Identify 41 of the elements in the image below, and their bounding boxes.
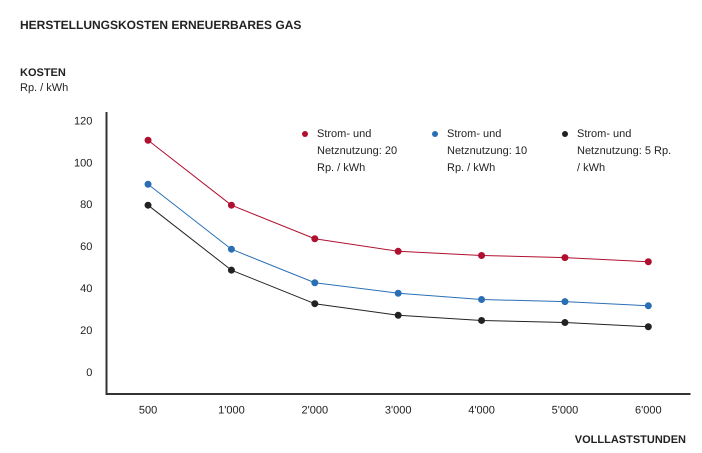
y-tick-label: 80 bbox=[80, 199, 92, 212]
point bbox=[478, 252, 486, 259]
point bbox=[644, 258, 652, 266]
chart-title: HERSTELLUNGSKOSTEN ERNEUERBARES GAS bbox=[20, 18, 302, 32]
point bbox=[311, 279, 318, 286]
point bbox=[644, 323, 652, 330]
y-tick-label: 40 bbox=[80, 283, 92, 296]
point bbox=[228, 266, 235, 274]
x-tick-label: 4'000 bbox=[468, 404, 495, 416]
point bbox=[644, 302, 652, 310]
y-tick-label: 20 bbox=[80, 324, 92, 337]
x-tick-label: 6'000 bbox=[635, 404, 662, 416]
x-tick-label: 2'000 bbox=[302, 404, 328, 416]
x-tick-label: 5'000 bbox=[552, 404, 578, 416]
legend-label: Strom- und Netznutzung: 20 Rp. / kWh bbox=[317, 127, 398, 176]
point bbox=[228, 202, 235, 209]
point bbox=[561, 298, 568, 306]
point bbox=[144, 136, 152, 144]
point bbox=[394, 248, 402, 255]
legend-label: Strom- und Netznutzung: 10 Rp. / kWh bbox=[447, 127, 528, 176]
y-tick-label: 0 bbox=[86, 366, 92, 379]
x-tick-label: 1'000 bbox=[218, 404, 245, 416]
point bbox=[478, 316, 486, 324]
y-axis-title: KOSTEN Rp. / kWh bbox=[20, 66, 68, 96]
point bbox=[561, 319, 568, 326]
point bbox=[228, 246, 235, 253]
point bbox=[311, 300, 318, 308]
y-tick-label: 60 bbox=[80, 241, 92, 254]
point bbox=[144, 202, 152, 209]
x-tick-label: 500 bbox=[138, 404, 158, 416]
x-axis-title: VOLLLASTSTUNDEN bbox=[574, 434, 686, 446]
x-tick-label: 3'000 bbox=[384, 404, 412, 416]
point bbox=[144, 180, 152, 188]
point bbox=[311, 235, 318, 242]
y-tick-label: 100 bbox=[74, 157, 92, 170]
point bbox=[394, 290, 402, 297]
legend-label: Strom- und Netznutzung: 5 Rp. / kWh bbox=[577, 127, 672, 176]
y-tick-label: 120 bbox=[74, 115, 92, 128]
point bbox=[478, 296, 486, 303]
point bbox=[561, 254, 568, 262]
point bbox=[394, 312, 402, 319]
